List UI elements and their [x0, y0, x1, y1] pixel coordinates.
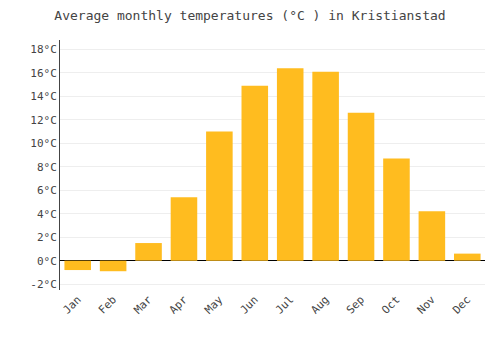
svg-text:Sep: Sep	[344, 293, 367, 316]
svg-text:Oct: Oct	[379, 293, 402, 316]
svg-text:Mar: Mar	[131, 293, 155, 317]
svg-text:16°C: 16°C	[30, 67, 57, 80]
svg-text:8°C: 8°C	[37, 161, 57, 174]
svg-text:18°C: 18°C	[30, 43, 57, 56]
svg-text:Nov: Nov	[415, 293, 439, 317]
svg-text:Jan: Jan	[60, 293, 83, 316]
svg-text:May: May	[202, 293, 226, 317]
svg-text:Aug: Aug	[308, 293, 331, 316]
svg-text:6°C: 6°C	[37, 184, 57, 197]
svg-text:Jul: Jul	[273, 293, 296, 316]
svg-text:10°C: 10°C	[30, 137, 57, 150]
svg-text:14°C: 14°C	[30, 90, 57, 103]
svg-text:-2°C: -2°C	[30, 278, 57, 291]
svg-text:Apr: Apr	[167, 293, 191, 317]
svg-text:0°C: 0°C	[37, 255, 57, 268]
svg-text:Jun: Jun	[238, 293, 261, 316]
svg-text:12°C: 12°C	[30, 114, 57, 127]
svg-text:Dec: Dec	[450, 293, 473, 316]
svg-text:Feb: Feb	[96, 293, 119, 316]
svg-text:2°C: 2°C	[37, 231, 57, 244]
svg-text:4°C: 4°C	[37, 208, 57, 221]
svg-text:Average monthly temperatures (: Average monthly temperatures (°C ) in Kr…	[54, 8, 445, 23]
